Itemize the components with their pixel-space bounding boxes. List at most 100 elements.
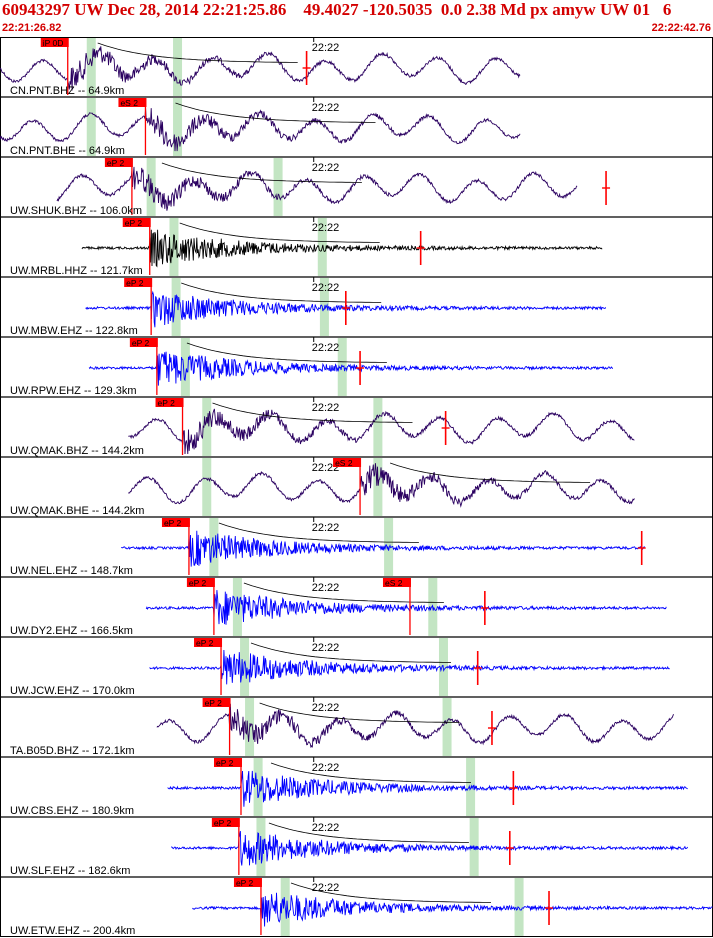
pick-label: eS 2 (120, 98, 138, 108)
minute-label: 22:22 (312, 582, 340, 594)
waveform (167, 770, 688, 807)
decay-curve (181, 282, 382, 303)
station-label: UW.MRBL.HHZ -- 121.7km (10, 265, 143, 277)
pick-flag (202, 698, 231, 707)
waveform (149, 649, 670, 685)
analysis-window (373, 458, 383, 516)
pick-label: eP 2 (107, 158, 125, 168)
pick-label: iP 0D (43, 38, 64, 48)
decay-curve (218, 522, 419, 543)
minute-label: 22:22 (312, 222, 340, 234)
analysis-window (514, 878, 524, 936)
pick-flag (161, 518, 190, 527)
decay-curve (161, 162, 362, 183)
station-label: UW.SLF.EHZ -- 182.6km (10, 865, 130, 877)
waveform (128, 408, 635, 455)
pick-flag (40, 38, 69, 47)
analysis-window (180, 338, 190, 396)
analysis-window (232, 578, 242, 636)
pick-label: eP 2 (189, 578, 207, 588)
analysis-window (384, 518, 394, 576)
pick-label: eP 2 (236, 878, 254, 888)
waveform (0, 108, 521, 152)
station-label: UW.QMAK.BHZ -- 144.2km (10, 445, 144, 457)
analysis-window (253, 758, 263, 816)
pick-label: eP 2 (196, 638, 214, 648)
pick-label: eP 2 (158, 398, 176, 408)
waveform (145, 590, 667, 625)
waveform (120, 530, 645, 567)
start-time: 22:21:26.82 (2, 22, 62, 34)
pick-label: eS 2 (335, 458, 353, 468)
pick-flag (233, 878, 262, 887)
pick-flag (118, 98, 147, 107)
waveform (156, 703, 674, 749)
header: 60943297 UW Dec 28, 2014 22:21:25.86 49.… (0, 0, 713, 37)
pick-flag (155, 398, 184, 407)
minute-label: 22:22 (312, 702, 340, 714)
pick-flag (333, 458, 362, 467)
pick-flag (194, 638, 223, 647)
decay-curve (270, 762, 472, 783)
analysis-window (86, 38, 96, 96)
minute-label: 22:22 (312, 642, 340, 654)
analysis-window (202, 398, 212, 456)
waveform (56, 166, 578, 211)
analysis-window (373, 398, 383, 456)
waveform (81, 229, 603, 268)
pick-flag (122, 218, 151, 227)
analysis-window (169, 218, 179, 276)
decay-curve (243, 582, 444, 603)
waveform (88, 351, 614, 386)
decay-curve (179, 222, 380, 243)
pick-flag (124, 278, 153, 287)
station-label: CN.PNT.BHZ -- 64.9km (10, 85, 124, 97)
decay-curve (212, 402, 413, 423)
decay-curve (250, 642, 452, 663)
analysis-window (202, 458, 212, 516)
decay-curve (175, 102, 376, 123)
station-label: UW.JCW.EHZ -- 170.0km (10, 685, 135, 697)
waveform (192, 892, 713, 927)
analysis-window (466, 758, 476, 816)
pick-flag (129, 338, 158, 347)
minute-label: 22:22 (312, 102, 340, 114)
station-label: UW.QMAK.BHE -- 144.2km (10, 505, 144, 517)
pick-label: eP 2 (216, 758, 234, 768)
pick-flag (211, 818, 240, 827)
station-label: UW.NEL.EHZ -- 148.7km (10, 565, 133, 577)
s-pick-flag (382, 578, 411, 587)
minute-label: 22:22 (312, 342, 340, 354)
end-time: 22:22:42.76 (651, 22, 711, 34)
analysis-window (240, 638, 250, 696)
analysis-window (442, 698, 452, 756)
decay-curve (259, 702, 460, 723)
pick-label: eP 2 (126, 278, 144, 288)
pick-label: eP 2 (132, 338, 150, 348)
station-label: UW.DY2.EHZ -- 166.5km (10, 625, 133, 637)
pick-label: eP 2 (205, 698, 223, 708)
minute-label: 22:22 (312, 762, 340, 774)
pick-label: eP 2 (125, 218, 143, 228)
station-label: UW.ETW.EHZ -- 200.4km (10, 925, 135, 937)
minute-label: 22:22 (312, 462, 340, 474)
decay-curve (290, 882, 492, 903)
analysis-window (469, 818, 479, 876)
minute-label: 22:22 (312, 162, 340, 174)
pick-flag (213, 758, 242, 767)
analysis-window (173, 98, 183, 156)
pick-label: eP 2 (164, 518, 182, 528)
waveform (171, 831, 689, 866)
pick-flag (186, 578, 215, 587)
station-label: CN.PNT.BHE -- 64.9km (10, 145, 125, 157)
analysis-window (273, 158, 283, 216)
s-pick-label: eS 2 (385, 578, 403, 588)
decay-curve (97, 42, 298, 63)
station-label: UW.CBS.EHZ -- 180.9km (10, 805, 134, 817)
analysis-window (171, 278, 181, 336)
station-label: UW.MBW.EHZ -- 122.8km (10, 325, 138, 337)
analysis-window (86, 98, 96, 156)
analysis-window (173, 38, 183, 96)
minute-label: 22:22 (312, 402, 340, 414)
minute-label: 22:22 (312, 822, 340, 834)
